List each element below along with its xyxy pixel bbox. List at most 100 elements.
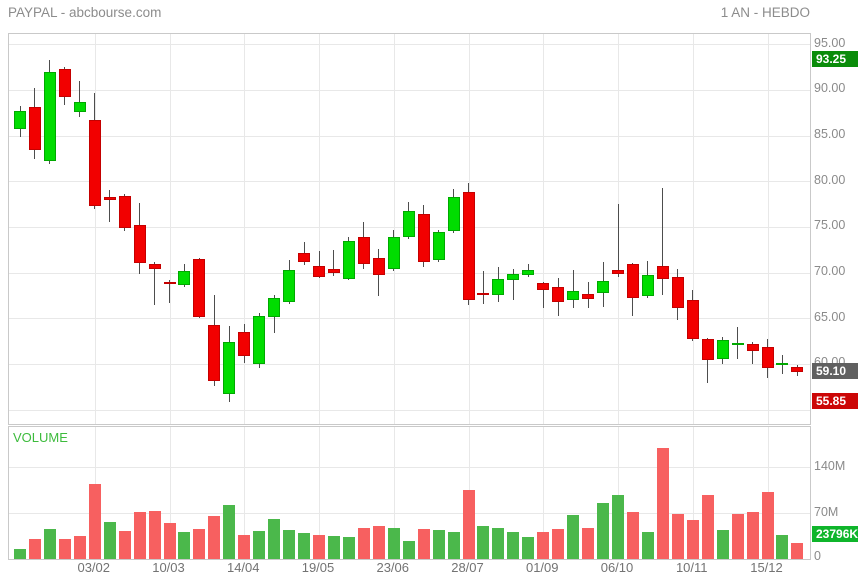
volume-bar (701, 494, 714, 559)
volume-bar (148, 510, 161, 559)
volume-bar (223, 505, 236, 559)
candle-body (552, 287, 565, 302)
date-axis-label: 28/07 (451, 560, 484, 575)
date-gridline (543, 427, 545, 559)
candle-body (268, 298, 281, 318)
period-high-badge: 93.25 (812, 51, 858, 68)
candle-body (746, 343, 759, 352)
candle-body (447, 196, 460, 232)
date-gridline (618, 34, 619, 424)
candle-body (208, 324, 221, 382)
candle-body (163, 281, 176, 284)
candle-wick (109, 190, 111, 223)
date-gridline (94, 34, 96, 424)
candle-wick (572, 269, 574, 309)
candle-body (327, 268, 340, 273)
candle-body (148, 264, 161, 269)
candle-body (432, 232, 445, 260)
volume-bar (118, 531, 131, 559)
date-gridline (618, 427, 619, 559)
date-gridline (244, 34, 246, 424)
price-gridline (9, 318, 810, 320)
date-axis-label: 14/04 (226, 560, 260, 575)
candle-wick (617, 204, 619, 278)
candle-body (88, 120, 101, 206)
volume-bar (597, 502, 610, 559)
volume-bar (432, 529, 445, 559)
price-axis-label: 90.00 (814, 81, 846, 96)
volume-bar (716, 529, 729, 559)
last-price-badge: 59.10 (812, 363, 858, 380)
date-gridline (393, 427, 395, 559)
price-axis-label: 95.00 (814, 35, 846, 50)
candle-wick (542, 281, 544, 309)
volume-bar (671, 513, 684, 559)
candle-body (776, 363, 789, 365)
volume-bar (357, 528, 370, 559)
volume-bar (28, 539, 41, 559)
candle-wick (512, 268, 514, 300)
candle-body (223, 342, 236, 395)
volume-bar (522, 537, 535, 559)
volume-bar (462, 489, 475, 559)
date-axis-label: 23/06 (376, 560, 410, 575)
candle-body (283, 269, 296, 302)
symbol-title: PAYPAL - abcbourse.com (8, 5, 162, 20)
candle-wick (333, 249, 335, 277)
date-gridline (169, 427, 171, 559)
candle-body (477, 292, 490, 295)
price-axis-label: 70.00 (814, 264, 846, 279)
volume-bar (372, 525, 385, 559)
candle-body (58, 68, 71, 98)
volume-bar (507, 532, 520, 559)
volume-bar (14, 548, 26, 559)
volume-bar (73, 536, 86, 559)
candle-body (701, 339, 714, 361)
volume-bar (477, 525, 490, 559)
candle-body (522, 269, 535, 276)
volume-bar (193, 528, 206, 559)
date-axis-label: 10/03 (152, 560, 185, 575)
volume-gridline (9, 513, 810, 515)
volume-bar (746, 512, 759, 559)
volume-bar (298, 532, 311, 559)
candle-body (14, 110, 26, 130)
candle-body (582, 293, 595, 300)
candle-body (357, 236, 370, 265)
volume-bar (342, 537, 355, 559)
volume-bar (133, 512, 146, 559)
candle-body (731, 342, 744, 345)
candle-body (671, 277, 684, 309)
date-axis-label: 06/10 (600, 560, 634, 575)
volume-bar (567, 515, 580, 559)
candle-wick (154, 261, 156, 306)
volume-bar (88, 483, 101, 559)
volume-bar (626, 512, 639, 559)
volume-bar (537, 532, 550, 559)
price-gridline (9, 89, 810, 91)
date-gridline (169, 34, 171, 424)
candle-body (342, 240, 355, 279)
volume-bar (731, 513, 744, 559)
date-axis-label: 19/05 (301, 560, 335, 575)
candle-body (656, 266, 669, 279)
candle-body (118, 195, 131, 228)
candle-body (178, 270, 191, 286)
candle-body (103, 196, 116, 201)
volume-bar (447, 532, 460, 559)
price-gridline (9, 272, 810, 274)
candle-body (597, 280, 610, 293)
candle-wick (752, 342, 754, 364)
volume-bar (208, 515, 221, 559)
candle-body (716, 340, 729, 360)
candle-body (253, 316, 266, 364)
volume-bar (283, 529, 296, 559)
candle-body (402, 210, 415, 237)
volume-bar (387, 528, 400, 559)
price-chart-panel[interactable] (8, 33, 811, 425)
volume-chart-panel[interactable]: VOLUME (8, 426, 811, 560)
date-gridline (244, 427, 246, 559)
candle-body (133, 225, 146, 263)
candle-wick (482, 270, 484, 304)
last-volume-badge: 23796K (812, 526, 858, 543)
